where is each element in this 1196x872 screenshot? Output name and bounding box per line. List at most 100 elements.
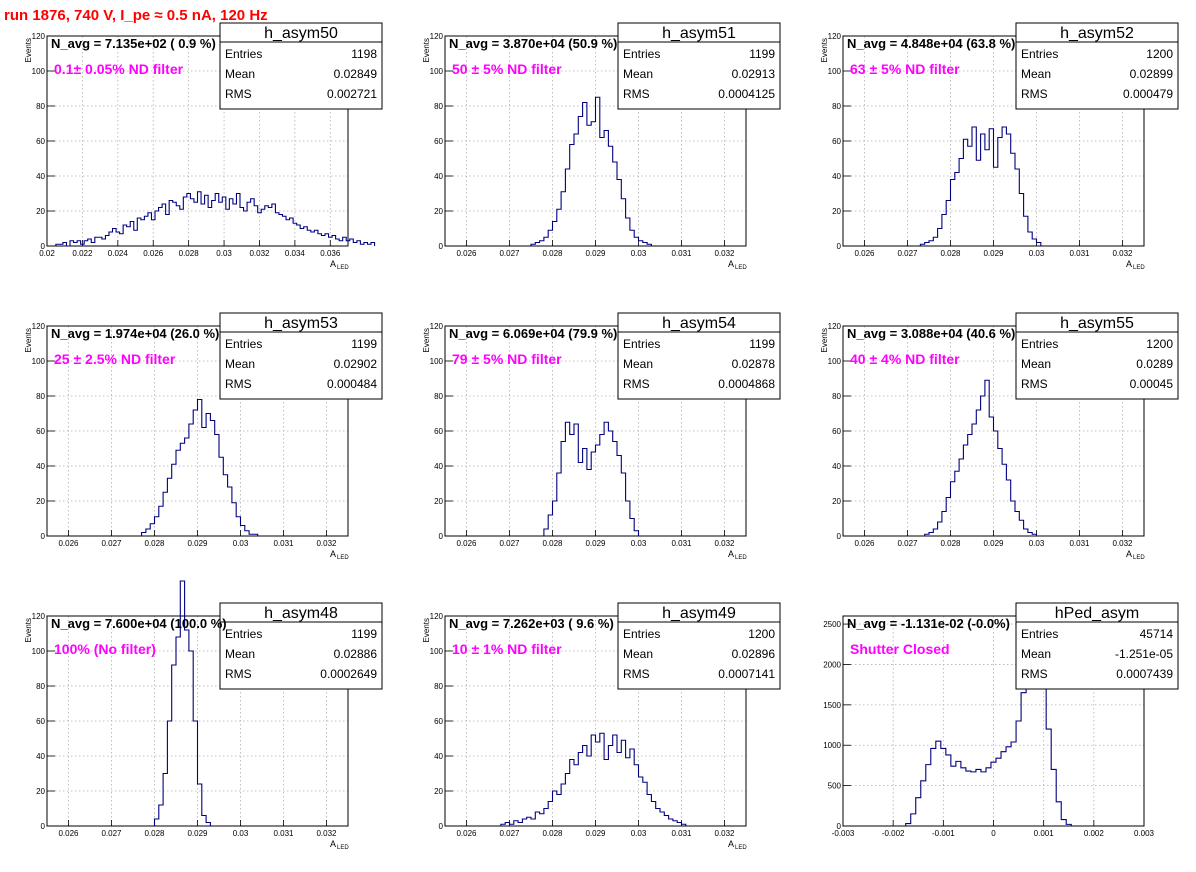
histogram-panel-h_asym51: 0.026 0.027 0.028 0.029 0.03 0.031 0.032 0 20 40 6…	[422, 22, 781, 271]
x-tick-label: 0.026	[854, 539, 875, 548]
x-tick-label: -0.003	[832, 829, 855, 838]
x-tick-label: 0.031	[671, 829, 692, 838]
y-tick-label: 60	[434, 427, 443, 436]
stats-value: 0.02899	[1130, 67, 1174, 81]
stats-key: Mean	[225, 647, 255, 661]
filter-label: 25 ± 2.5% ND filter	[54, 351, 176, 367]
stats-value: 0.0002649	[320, 667, 377, 681]
histogram-bin	[245, 531, 249, 536]
y-tick-label: 120	[32, 32, 46, 41]
histogram-bin	[963, 445, 967, 536]
histogram-bin	[206, 414, 210, 537]
stats-histogram-name: h_asym48	[264, 605, 338, 622]
stats-value: 0.0004125	[718, 87, 775, 101]
histogram-bin	[617, 456, 621, 537]
stats-value: 0.02913	[732, 67, 776, 81]
stats-histogram-name: h_asym54	[662, 315, 736, 332]
x-tick-label: 0.027	[897, 249, 918, 258]
histogram-bin	[989, 417, 993, 536]
histogram-bin	[167, 478, 171, 536]
y-tick-label: 100	[828, 357, 842, 366]
stats-histogram-name: h_asym50	[264, 25, 338, 42]
histogram-bin	[236, 517, 240, 536]
histogram-bin	[933, 529, 937, 536]
histogram-bin	[933, 237, 937, 246]
x-tick-label: 0.03	[233, 829, 249, 838]
stats-key: RMS	[225, 667, 252, 681]
histogram-bin	[929, 241, 933, 246]
y-tick-label: 1500	[823, 701, 841, 710]
histogram-series	[530, 96, 652, 247]
stats-value: 0.0007141	[718, 667, 775, 681]
y-tick-label: 40	[434, 752, 443, 761]
histogram-bin	[994, 167, 998, 246]
histogram-bin	[596, 445, 600, 536]
histogram-bin	[548, 230, 552, 246]
histogram-bin	[144, 216, 148, 246]
histogram-bin	[651, 802, 655, 827]
histogram-bin	[134, 230, 138, 246]
histogram-bin	[574, 424, 578, 536]
x-tick-label: 0.027	[499, 829, 520, 838]
x-axis-label-subscript: LED	[1133, 265, 1145, 271]
histogram-bin	[986, 768, 991, 826]
histogram-bin	[972, 424, 976, 536]
y-tick-label: 40	[36, 752, 45, 761]
y-tick-label: 60	[36, 717, 45, 726]
histogram-bin	[996, 758, 1001, 826]
x-tick-label: 0.028	[940, 539, 961, 548]
stats-box	[617, 312, 781, 400]
x-tick-label: 0.026	[854, 249, 875, 258]
navg-annotation: N_avg = 3.870e+04 (50.9 %)	[449, 36, 617, 51]
y-axis-label: Events	[24, 328, 33, 352]
x-tick-label: 0.026	[456, 539, 477, 548]
x-tick-label: 0.029	[187, 829, 208, 838]
x-axis-label-subscript: LED	[735, 555, 747, 561]
histogram-bin	[600, 138, 604, 247]
x-axis-label: A	[1126, 549, 1132, 559]
x-axis-label-subscript: LED	[1133, 555, 1145, 561]
stats-key: Entries	[1021, 47, 1058, 61]
histogram-bin	[307, 230, 311, 246]
y-tick-label: 0	[837, 242, 842, 251]
x-tick-label: 0.032	[249, 249, 270, 258]
y-tick-label: 80	[36, 102, 45, 111]
histogram-bin	[604, 131, 608, 247]
histogram-bin	[120, 234, 124, 246]
x-tick-label: 0.03	[216, 249, 232, 258]
histogram-bin	[946, 755, 951, 826]
histogram-bin	[630, 749, 634, 826]
y-tick-label: 80	[832, 102, 841, 111]
navg-annotation: N_avg = 1.974e+04 (26.0 %)	[51, 326, 219, 341]
y-tick-label: 120	[32, 322, 46, 331]
histogram-bin	[201, 204, 205, 246]
histogram-bin	[966, 771, 971, 826]
y-tick-label: 80	[36, 682, 45, 691]
histogram-bin	[578, 753, 582, 827]
histogram-bin	[172, 464, 176, 536]
x-tick-label: 0.029	[585, 539, 606, 548]
histogram-bin	[540, 241, 544, 246]
stats-box	[219, 602, 383, 690]
x-tick-label: 0.028	[144, 829, 165, 838]
stats-box	[617, 22, 781, 110]
histogram-bin	[1024, 216, 1028, 246]
x-tick-label: 0.03	[233, 539, 249, 548]
histogram-bin	[279, 215, 283, 247]
histogram-series	[55, 191, 376, 247]
x-tick-label: 0.022	[72, 249, 93, 258]
stats-value: 0.0007439	[1116, 667, 1173, 681]
histogram-bin	[176, 206, 180, 246]
histogram-bin	[998, 138, 1002, 247]
histogram-bin	[202, 816, 206, 827]
stats-value: 1198	[351, 47, 377, 61]
histogram-bin	[604, 760, 608, 827]
histogram-bin	[630, 519, 634, 537]
histogram-bin	[1046, 729, 1051, 826]
histogram-bin	[166, 215, 170, 247]
histogram-bin	[233, 204, 237, 246]
histogram-bin	[591, 735, 595, 826]
x-tick-label: 0.028	[940, 249, 961, 258]
y-tick-label: 20	[434, 207, 443, 216]
histogram-bin	[976, 769, 981, 826]
